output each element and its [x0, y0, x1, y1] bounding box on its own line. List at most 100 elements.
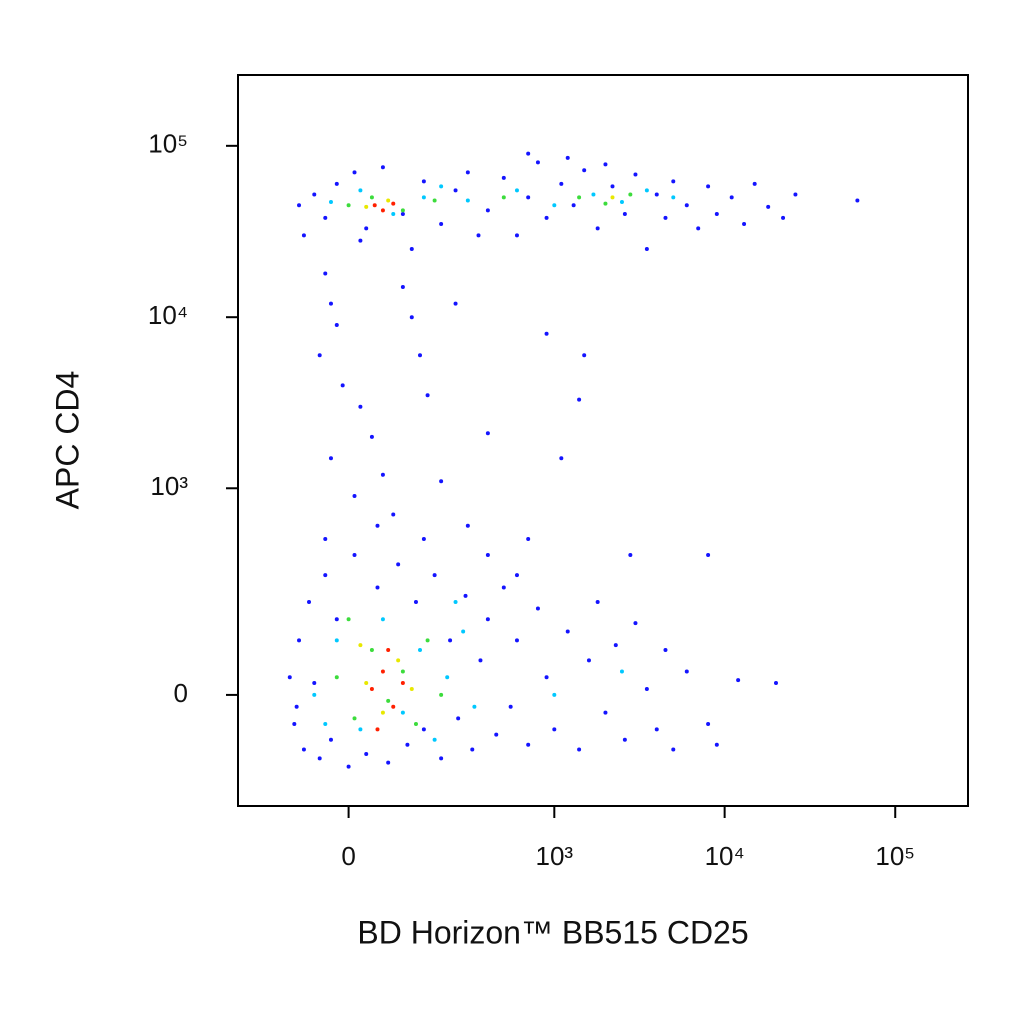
point: [582, 353, 587, 358]
point: [472, 704, 477, 709]
point: [425, 393, 430, 398]
point: [328, 737, 333, 742]
point: [526, 151, 531, 156]
point: [421, 179, 426, 184]
point: [340, 383, 345, 388]
point: [375, 585, 380, 590]
point: [334, 617, 339, 622]
point: [453, 188, 458, 193]
point: [294, 704, 299, 709]
point: [448, 638, 453, 643]
point: [752, 181, 757, 186]
point: [603, 710, 608, 715]
point: [663, 215, 668, 220]
point: [417, 648, 422, 653]
point: [552, 692, 557, 697]
point: [628, 192, 633, 197]
point: [595, 226, 600, 231]
point: [559, 456, 564, 461]
point: [312, 192, 317, 197]
point: [391, 212, 396, 217]
point: [671, 747, 676, 752]
point: [742, 221, 747, 226]
x-tick-label: 10⁵: [875, 841, 915, 871]
point: [501, 195, 506, 200]
point: [391, 201, 396, 206]
point: [352, 170, 357, 175]
point: [312, 681, 317, 686]
point: [663, 648, 668, 653]
point: [380, 669, 385, 674]
point: [526, 742, 531, 747]
point: [453, 599, 458, 604]
point: [644, 686, 649, 691]
point: [613, 643, 618, 648]
point: [323, 537, 328, 542]
point: [577, 747, 582, 752]
point: [654, 192, 659, 197]
point: [535, 160, 540, 165]
point: [714, 742, 719, 747]
point: [622, 212, 627, 217]
point: [610, 195, 615, 200]
point: [287, 675, 292, 680]
point: [386, 698, 391, 703]
point: [409, 686, 414, 691]
point: [405, 742, 410, 747]
point: [358, 238, 363, 243]
point: [644, 247, 649, 252]
point: [485, 617, 490, 622]
point: [400, 285, 405, 290]
point: [445, 675, 450, 680]
point: [432, 198, 437, 203]
point: [312, 692, 317, 697]
point: [603, 201, 608, 206]
point: [696, 226, 701, 231]
point: [714, 212, 719, 217]
point: [671, 179, 676, 184]
point: [400, 208, 405, 213]
x-tick-label: 10⁴: [705, 841, 745, 871]
point: [463, 593, 468, 598]
point: [552, 203, 557, 208]
point: [793, 192, 798, 197]
x-tick-label: 10³: [536, 841, 574, 871]
point: [386, 648, 391, 653]
point: [364, 226, 369, 231]
point: [526, 195, 531, 200]
point: [439, 221, 444, 226]
point: [334, 638, 339, 643]
point: [595, 599, 600, 604]
point: [323, 573, 328, 578]
plot-frame: [237, 74, 969, 807]
point: [465, 523, 470, 528]
point: [439, 479, 444, 484]
point: [421, 727, 426, 732]
point: [346, 764, 351, 769]
point: [552, 727, 557, 732]
point: [369, 434, 374, 439]
point: [565, 629, 570, 634]
point: [317, 756, 322, 761]
point: [400, 710, 405, 715]
point: [706, 553, 711, 558]
point: [501, 585, 506, 590]
point: [391, 704, 396, 709]
point: [346, 203, 351, 208]
point: [526, 537, 531, 542]
y-tick-label: 0: [174, 678, 188, 708]
point: [297, 203, 302, 208]
point: [364, 204, 369, 209]
point: [439, 184, 444, 189]
point: [559, 181, 564, 186]
point: [855, 198, 860, 203]
point: [456, 716, 461, 721]
point: [364, 681, 369, 686]
point: [301, 747, 306, 752]
point: [736, 678, 741, 683]
point: [476, 233, 481, 238]
point: [417, 353, 422, 358]
point: [396, 562, 401, 567]
point: [706, 184, 711, 189]
